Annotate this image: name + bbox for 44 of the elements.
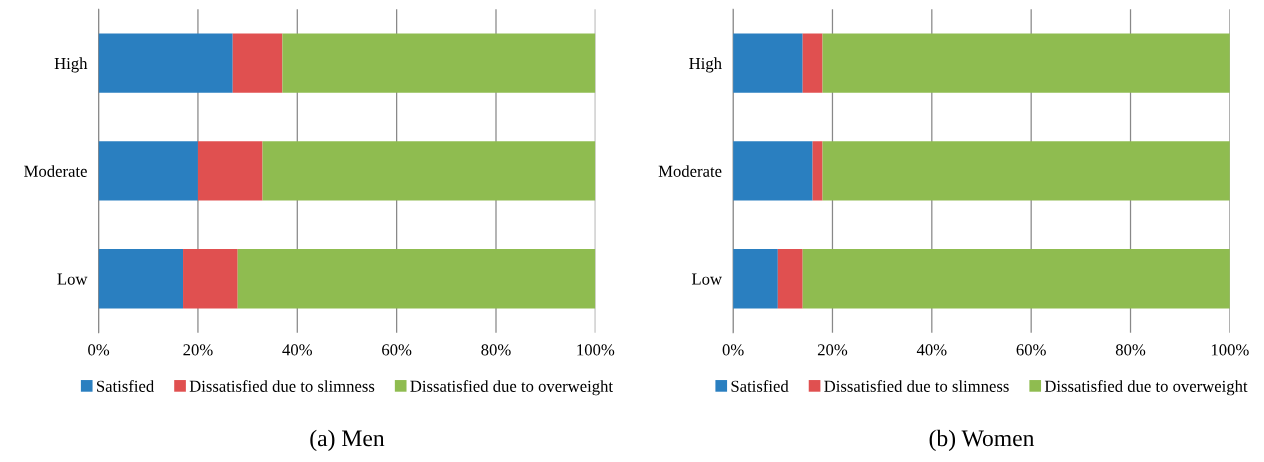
- legend-label: Dissatisfied due to slimness: [189, 379, 375, 392]
- bar: [197, 141, 263, 201]
- bar: [802, 249, 1230, 309]
- bar: [777, 249, 803, 309]
- x-tick-label: 80%: [481, 344, 511, 356]
- x-tick-label: 40%: [916, 344, 947, 356]
- x-tick-label: 100%: [577, 344, 615, 356]
- bar: [237, 249, 596, 309]
- legend-label: Dissatisfied due to slimness: [824, 379, 1009, 392]
- x-tick-label: 20%: [817, 344, 848, 356]
- bar: [282, 33, 596, 93]
- y-tick-label: Moderate: [658, 165, 722, 177]
- x-tick-label: 60%: [1016, 344, 1046, 356]
- y-tick-label: Moderate: [24, 165, 87, 177]
- bar: [822, 141, 1230, 201]
- legend-label: Dissatisfied due to overweight: [1044, 379, 1248, 396]
- text: (b) Women: [929, 429, 1035, 452]
- x-tick-label: 0%: [722, 344, 744, 356]
- bar: [262, 141, 596, 201]
- y-tick-label: High: [54, 57, 88, 73]
- y-tick-label: Low: [691, 273, 722, 285]
- bar: [183, 249, 238, 309]
- legend-label: Dissatisfied due to overweight: [410, 379, 613, 396]
- bar: [733, 141, 813, 201]
- y-tick-label: High: [689, 57, 722, 73]
- x-tick-label: 20%: [183, 344, 213, 356]
- bar: [802, 33, 823, 93]
- x-tick-label: 80%: [1115, 344, 1146, 356]
- x-tick-label: 40%: [282, 344, 312, 356]
- x-tick-label: 0%: [88, 344, 110, 356]
- bar: [98, 33, 233, 93]
- x-tick-label: 60%: [382, 344, 412, 356]
- x-tick-label: 100%: [1211, 344, 1249, 356]
- bar: [98, 249, 184, 309]
- bar: [822, 33, 1230, 93]
- bar: [733, 249, 778, 309]
- bar: [232, 33, 283, 93]
- legend-label: Satisfied: [97, 379, 154, 392]
- bar: [733, 33, 803, 93]
- bar: [98, 141, 198, 201]
- legend-label: Satisfied: [731, 379, 789, 392]
- text: (a) Men: [310, 429, 385, 452]
- y-tick-label: Low: [57, 273, 88, 285]
- bar: [812, 141, 823, 201]
